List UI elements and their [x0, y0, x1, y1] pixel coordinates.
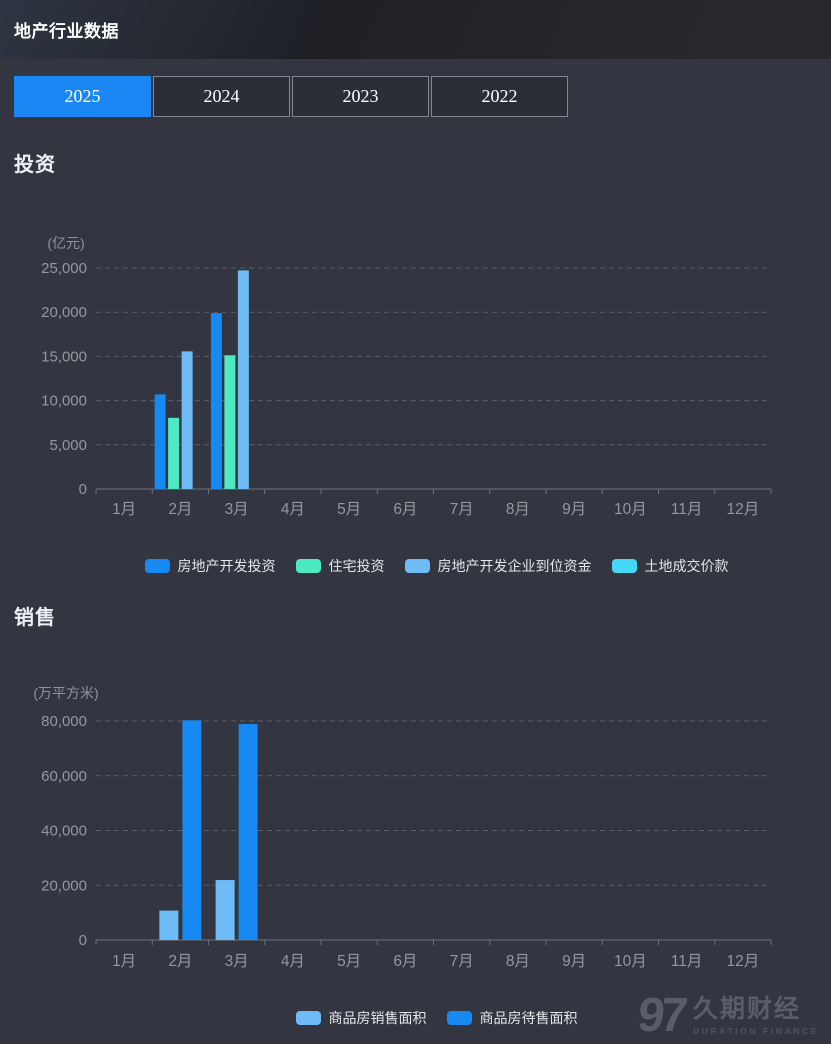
tab-2023[interactable]: 2023 [292, 76, 429, 117]
y-tick-label: 40,000 [41, 823, 87, 840]
legend-label: 房地产开发企业到位资金 [437, 558, 592, 574]
legend-item-商品房待售面积[interactable]: 商品房待售面积 [446, 1008, 578, 1028]
x-tick-label: 8月 [506, 953, 530, 970]
x-tick-label: 12月 [727, 953, 760, 970]
tab-2024[interactable]: 2024 [153, 76, 290, 117]
duration-finance-logo: 97 久期财经 DURATION FINANCE [634, 989, 819, 1042]
bar-商品房待售面积-3月 [238, 724, 258, 940]
legend-label: 商品房待售面积 [479, 1010, 578, 1026]
logo-name-en: DURATION FINANCE [693, 1025, 819, 1036]
bar-商品房销售面积-2月 [159, 910, 179, 940]
x-tick-label: 1月 [112, 953, 136, 970]
legend-label: 商品房销售面积 [328, 1010, 427, 1026]
y-tick-label: 20,000 [41, 304, 87, 321]
bar-房地产开发投资-3月 [210, 313, 222, 489]
y-tick-label: 60,000 [41, 768, 87, 785]
legend-item-土地成交价款[interactable]: 土地成交价款 [611, 556, 729, 576]
x-tick-label: 4月 [281, 501, 305, 518]
legend-item-商品房销售面积[interactable]: 商品房销售面积 [295, 1008, 427, 1028]
legend-swatch [295, 559, 321, 573]
y-tick-label: 20,000 [41, 877, 87, 894]
investment-chart-legend: 房地产开发投资 住宅投资 房地产开发企业到位资金 土地成交价款 [42, 556, 831, 576]
x-tick-label: 1月 [112, 501, 136, 518]
bar-房地产开发投资-2月 [154, 394, 166, 489]
x-tick-label: 5月 [337, 501, 361, 518]
bar-商品房销售面积-3月 [215, 880, 235, 940]
section-title-sales: 销售 [14, 607, 56, 629]
sales-bar-chart: (万平方米) 0 20,000 40,000 60,000 80,000 1月 2月 3月 4月 5… [33, 685, 772, 970]
app-header: 地产行业数据 [0, 0, 831, 59]
legend-swatch [611, 559, 637, 573]
x-tick-label: 11月 [671, 953, 703, 970]
x-tick-label: 9月 [562, 953, 586, 970]
x-tick-label: 10月 [614, 953, 647, 970]
x-tick-label: 2月 [168, 953, 192, 970]
tab-2022[interactable]: 2022 [431, 76, 568, 117]
x-tick-label: 8月 [506, 501, 530, 518]
x-tick-label: 3月 [225, 953, 249, 970]
x-tick-label: 11月 [671, 501, 703, 518]
y-axis-unit-label: (亿元) [47, 235, 84, 251]
bar-房地产开发企业到位资金-3月 [237, 270, 249, 489]
legend-item-房地产开发企业到位资金[interactable]: 房地产开发企业到位资金 [404, 556, 592, 576]
legend-label: 土地成交价款 [644, 558, 729, 574]
x-tick-label: 6月 [393, 953, 417, 970]
legend-swatch [404, 559, 430, 573]
x-tick-label: 4月 [281, 953, 305, 970]
y-axis-unit-label: (万平方米) [33, 685, 98, 701]
y-tick-label: 0 [79, 481, 87, 498]
legend-label: 房地产开发投资 [177, 558, 276, 574]
bar-住宅投资-3月 [224, 355, 236, 489]
tab-2025[interactable]: 2025 [14, 76, 151, 117]
legend-item-住宅投资[interactable]: 住宅投资 [295, 556, 385, 576]
x-tick-label: 7月 [450, 501, 474, 518]
sales-chart-legend: 商品房销售面积 商品房待售面积 [42, 1008, 831, 1028]
x-tick-label: 10月 [614, 501, 647, 518]
bar-商品房待售面积-2月 [182, 720, 202, 940]
year-tab-row: 2025 2024 2023 2022 [14, 76, 568, 117]
x-tick-label: 2月 [168, 501, 192, 518]
y-tick-label: 0 [79, 932, 87, 949]
x-tick-label: 9月 [562, 501, 586, 518]
logo-97-icon: 97 [634, 989, 686, 1042]
investment-bar-chart: (亿元) 0 5,000 10,000 15,000 20,000 25,000 1月 2月 3月… [41, 235, 772, 518]
x-tick-label: 3月 [225, 501, 249, 518]
legend-swatch [144, 559, 170, 573]
bar-住宅投资-2月 [168, 417, 180, 489]
x-tick-label: 6月 [393, 501, 417, 518]
page-title: 地产行业数据 [14, 22, 119, 41]
y-tick-label: 80,000 [41, 713, 87, 730]
y-tick-label: 10,000 [41, 393, 87, 410]
x-tick-label: 7月 [450, 953, 474, 970]
section-title-investment: 投资 [14, 154, 56, 176]
x-tick-label: 5月 [337, 953, 361, 970]
y-tick-label: 25,000 [41, 260, 87, 277]
y-tick-label: 5,000 [49, 437, 87, 454]
x-tick-label: 12月 [727, 501, 760, 518]
legend-label: 住宅投资 [328, 558, 385, 574]
legend-swatch [295, 1011, 321, 1025]
legend-item-房地产开发投资[interactable]: 房地产开发投资 [144, 556, 276, 576]
logo-name-cn: 久期财经 [693, 995, 802, 1024]
legend-swatch [446, 1011, 472, 1025]
y-tick-label: 15,000 [41, 348, 87, 365]
bar-房地产开发企业到位资金-2月 [181, 351, 193, 489]
